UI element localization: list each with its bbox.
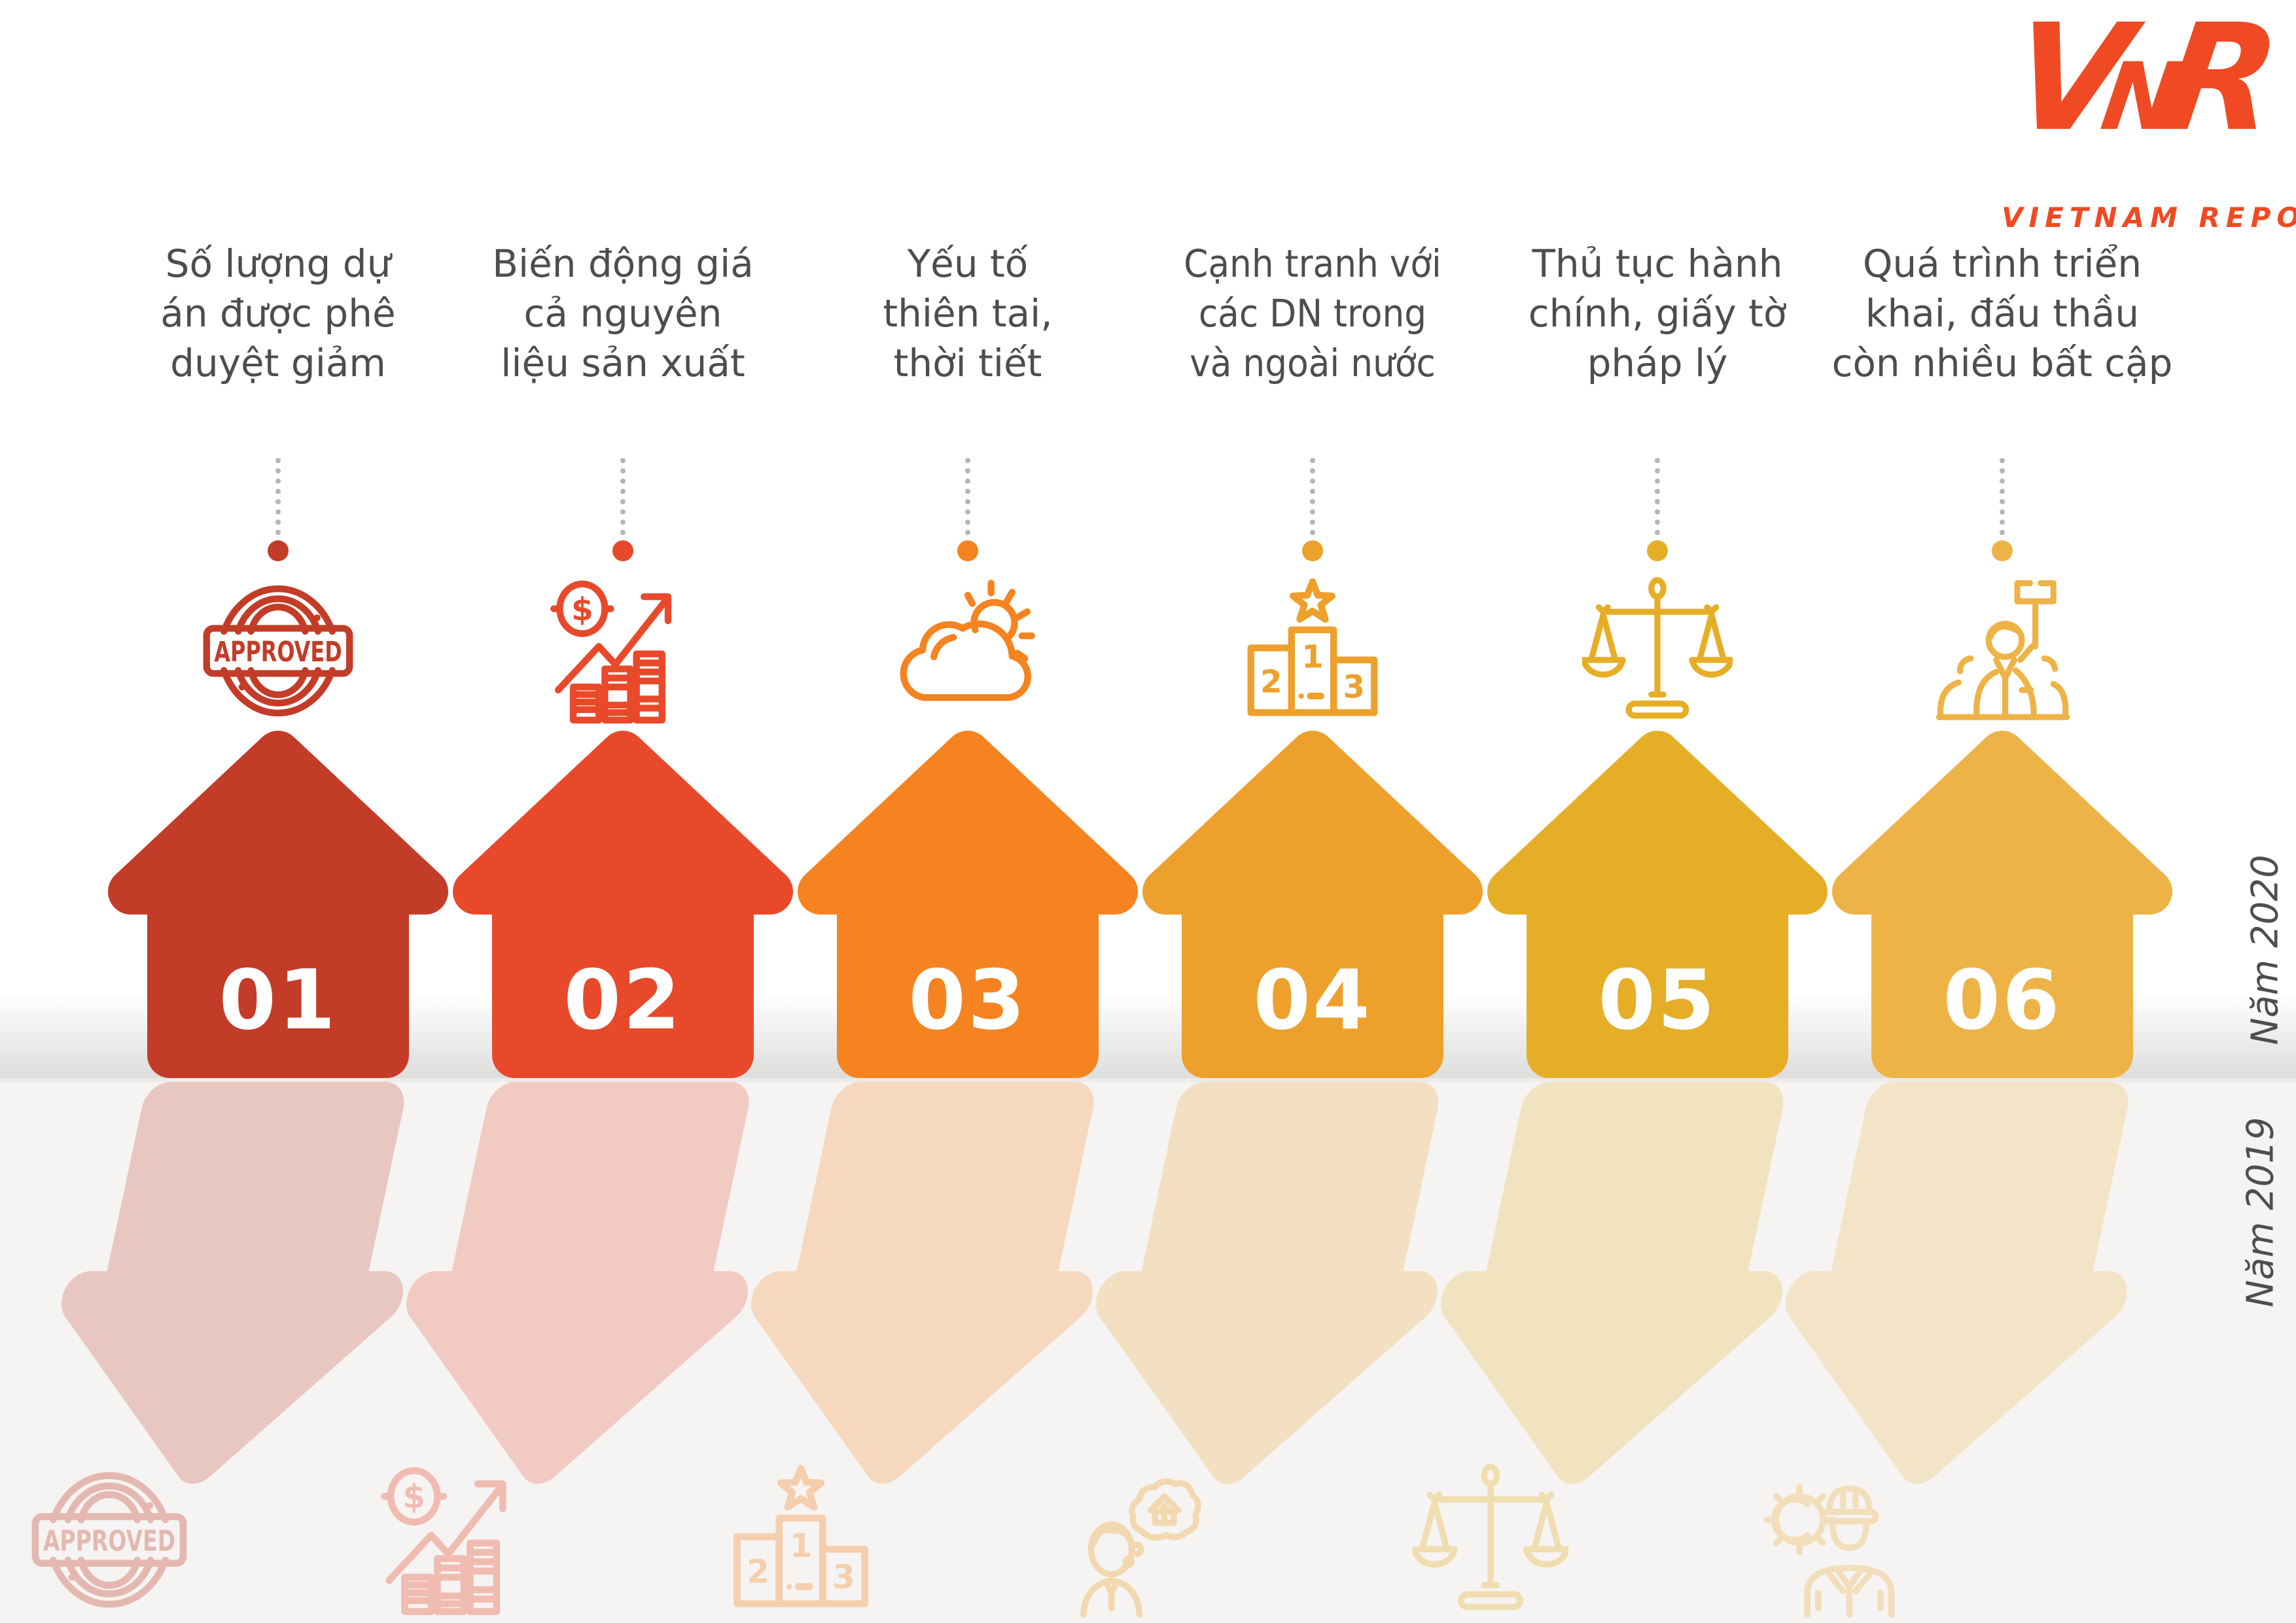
connector-line — [2000, 458, 2005, 535]
rank-arrow-4-reflection — [1095, 1082, 1439, 1484]
logo-letter-r: R — [2151, 0, 2289, 164]
money-growth-icon — [378, 1462, 534, 1618]
factor-6-label: Quá trình triển khai, đấu thầu còn nhiều b… — [1831, 241, 2173, 385]
factor-1-label: Số lượng dự án được phê duyệt giảm — [160, 241, 396, 385]
factor-5-label: Thủ tục hành chính, giấy tờ pháp lý — [1528, 241, 1787, 385]
factor-3-label: Yếu tố thiên tai, thời tiết — [883, 241, 1053, 385]
rank-number-1: 01 — [219, 952, 338, 1048]
leader-flag-icon — [1927, 576, 2077, 726]
factor-4-label: Cạnh tranh với các DN trong và ngoài nước — [1184, 241, 1441, 385]
connector-dot — [268, 540, 289, 561]
vietnam-report-logo: VNR VIETNAM REPORT — [2002, 0, 2296, 234]
vnr-logo-icon: VNR — [1988, 0, 2296, 198]
year-label-2020: Năm 2020 — [2244, 854, 2287, 1045]
rank-arrow-6 — [1832, 731, 2172, 1078]
connector-line — [275, 458, 281, 535]
rank-arrow-6-reflection — [1785, 1082, 2128, 1484]
rank-number-6: 06 — [1943, 952, 2062, 1048]
rank-arrow-5-reflection — [1440, 1082, 1784, 1484]
connector-dot — [1647, 540, 1668, 561]
worker-gear-icon — [1757, 1462, 1913, 1618]
rank-number-2: 02 — [563, 952, 682, 1048]
connector-line — [1655, 458, 1660, 535]
connector-dot — [1992, 540, 2013, 561]
connector-line — [1310, 458, 1315, 535]
connector-dot — [612, 540, 633, 561]
rank-arrow-1 — [108, 731, 448, 1078]
connector-line — [620, 458, 626, 535]
connector-dot — [1302, 540, 1323, 561]
rank-number-5: 05 — [1598, 952, 1717, 1048]
scales-icon — [1413, 1462, 1568, 1618]
rank-number-3: 03 — [908, 952, 1027, 1048]
rank-arrow-5 — [1487, 731, 1828, 1078]
rank-arrow-3 — [798, 731, 1138, 1078]
podium-star-icon — [723, 1462, 879, 1618]
rank-arrow-2-reflection — [406, 1082, 749, 1484]
approved-stamp-icon — [31, 1462, 187, 1618]
rank-arrow-2 — [453, 731, 793, 1078]
scales-icon — [1582, 576, 1733, 726]
approved-stamp-icon — [203, 576, 353, 726]
connector-dot — [957, 540, 978, 561]
podium-star-icon — [1237, 576, 1388, 726]
ground-divider — [0, 1078, 2296, 1082]
cloud-sun-icon — [892, 576, 1043, 726]
logo-caption: VIETNAM REPORT — [2002, 201, 2296, 234]
person-house-icon — [1068, 1462, 1224, 1618]
factor-2-label: Biến động giá cả nguyên liệu sản xuất — [492, 241, 754, 385]
rank-arrow-3-reflection — [751, 1082, 1094, 1484]
money-growth-icon — [548, 576, 698, 726]
connector-line — [965, 458, 970, 535]
year-label-2019: Năm 2019 — [2239, 1117, 2282, 1308]
rank-arrow-1-reflection — [61, 1082, 404, 1484]
rank-number-4: 04 — [1253, 952, 1372, 1048]
rank-arrow-4 — [1142, 731, 1483, 1078]
